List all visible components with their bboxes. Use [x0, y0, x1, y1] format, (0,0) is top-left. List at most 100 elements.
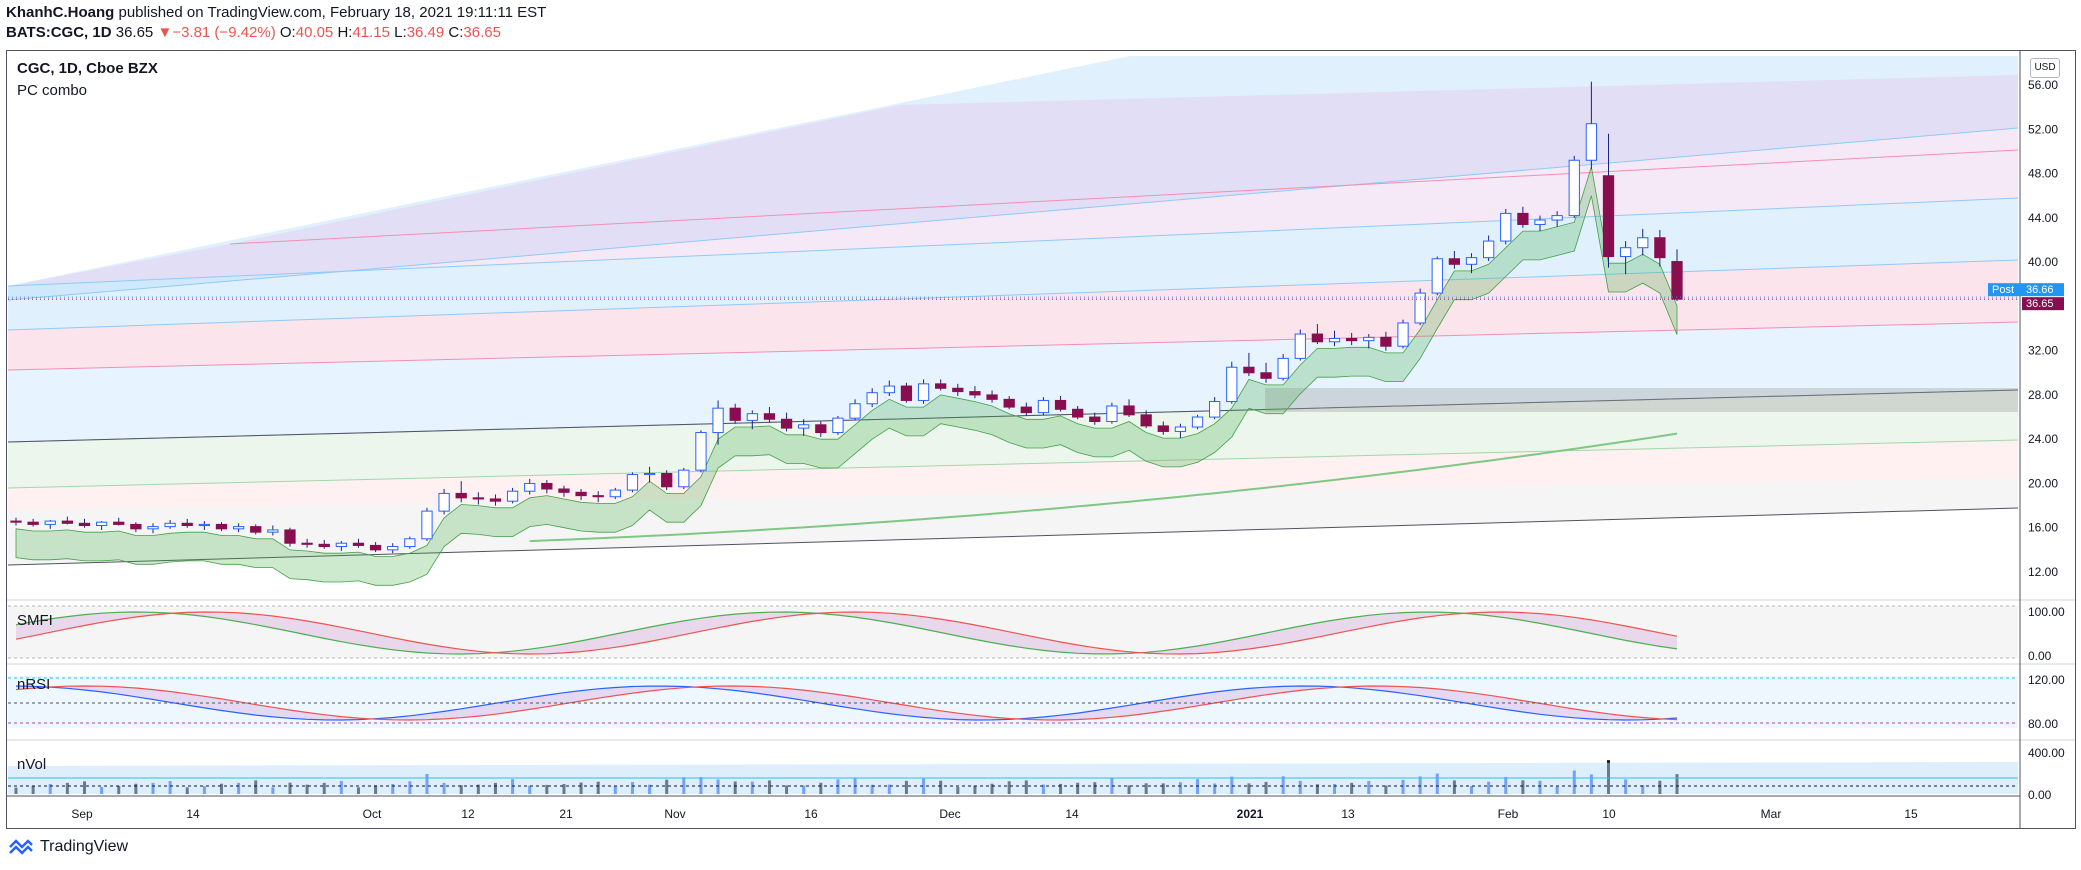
fork-band-5 — [8, 322, 2018, 442]
candle — [95, 521, 108, 527]
fork-line — [7, 389, 2019, 443]
candle — [164, 522, 176, 528]
post-value-badge — [2022, 283, 2064, 297]
candle — [678, 469, 690, 488]
candle — [798, 424, 810, 429]
price-tick-label: 44.00 — [2028, 211, 2058, 225]
time-tick-label: Feb — [1498, 807, 1519, 821]
currency-button[interactable]: USD — [2030, 58, 2060, 78]
candle — [1568, 159, 1580, 217]
time-tick-label: 15 — [1904, 807, 1918, 821]
gray-zone — [1265, 388, 2018, 412]
smfi-label[interactable]: SMFI — [17, 612, 53, 629]
smfi-line — [15, 611, 1678, 655]
candle — [1003, 398, 1015, 408]
candle — [883, 385, 895, 394]
candle — [78, 522, 91, 527]
brand-text: TradingView — [40, 838, 129, 855]
fork-band-top — [8, 56, 2018, 300]
candle — [250, 526, 262, 533]
candle — [609, 489, 621, 498]
candle — [746, 413, 758, 421]
candle — [1671, 261, 1683, 300]
candle — [369, 544, 382, 551]
candle — [335, 542, 347, 548]
open-label: O: — [279, 24, 296, 41]
high-value: 41.15 — [352, 24, 390, 41]
publish-info: KhanhC.Hoang published on TradingView.co… — [6, 4, 546, 21]
post-value-label: 36.66 — [2026, 284, 2054, 296]
fork-band-4 — [8, 260, 2018, 370]
close-label: C: — [448, 24, 464, 41]
candle — [935, 383, 947, 389]
candle — [301, 542, 313, 545]
candle — [866, 392, 878, 405]
candle — [1157, 425, 1169, 432]
candle — [1637, 237, 1649, 249]
candle — [1534, 219, 1546, 225]
candle — [1483, 240, 1495, 259]
candle — [438, 492, 450, 512]
post-badge-label: Post — [1992, 284, 2014, 296]
candle — [130, 523, 142, 530]
candle — [1346, 337, 1358, 342]
tradingview-logo-icon — [9, 839, 33, 855]
candle — [232, 526, 245, 530]
fork-band-6 — [8, 390, 2018, 488]
candle — [1311, 333, 1324, 343]
author-name[interactable]: KhanhC.Hoang — [6, 4, 115, 21]
indicator-label[interactable]: PC combo — [17, 82, 88, 99]
fork-line — [229, 149, 2019, 245]
low-value: 36.49 — [406, 24, 445, 41]
fork-band-3 — [8, 198, 2018, 330]
time-tick-label: 10 — [1602, 807, 1616, 821]
open-value: 40.05 — [295, 24, 334, 41]
time-tick-label: 21 — [559, 807, 573, 821]
fork-line — [7, 259, 2019, 331]
candle — [1363, 336, 1375, 342]
candle — [969, 391, 981, 396]
time-tick-label: Oct — [363, 807, 382, 821]
time-tick-label: Dec — [939, 807, 960, 821]
fork-band-2 — [8, 150, 2018, 286]
high-label: H: — [337, 24, 353, 41]
nrsi-line — [15, 685, 1678, 721]
nrsi-fill — [16, 686, 1677, 720]
time-tick-label: 2021 — [1237, 807, 1264, 821]
candle — [849, 403, 861, 419]
published-text: published on TradingView.com, February 1… — [114, 4, 547, 21]
candle — [1551, 215, 1563, 221]
osc-tick-label: 120.00 — [2028, 673, 2065, 687]
nvol-label[interactable]: nVol — [17, 756, 47, 773]
price-tick-label: 32.00 — [2028, 344, 2058, 358]
candle — [917, 383, 930, 401]
candle — [1037, 399, 1050, 414]
nrsi-bg — [8, 676, 2018, 728]
moving-average-line — [529, 432, 1678, 543]
candle — [489, 498, 502, 502]
candle — [1243, 366, 1255, 374]
candle — [472, 497, 484, 500]
fork-line — [7, 197, 2019, 287]
candle — [10, 520, 22, 523]
footer-brand[interactable]: TradingView — [8, 838, 128, 856]
close-value: 36.65 — [463, 24, 501, 41]
smfi-fill — [16, 612, 1677, 654]
candle — [61, 520, 74, 524]
chart-frame[interactable] — [6, 50, 2076, 829]
candle — [1585, 123, 1598, 161]
candle — [780, 418, 793, 429]
time-tick-label: 16 — [804, 807, 818, 821]
candle — [832, 417, 844, 434]
osc-tick-label: 100.00 — [2028, 605, 2065, 619]
candle — [1500, 212, 1512, 242]
last-price: 36.65 — [115, 24, 154, 41]
nrsi-label[interactable]: nRSI — [17, 676, 51, 693]
time-tick-label: Mar — [1761, 807, 1782, 821]
candle — [284, 529, 296, 544]
candle — [900, 385, 913, 401]
candles-group — [10, 81, 1683, 554]
candle — [198, 523, 210, 527]
fork-line — [7, 439, 2019, 489]
